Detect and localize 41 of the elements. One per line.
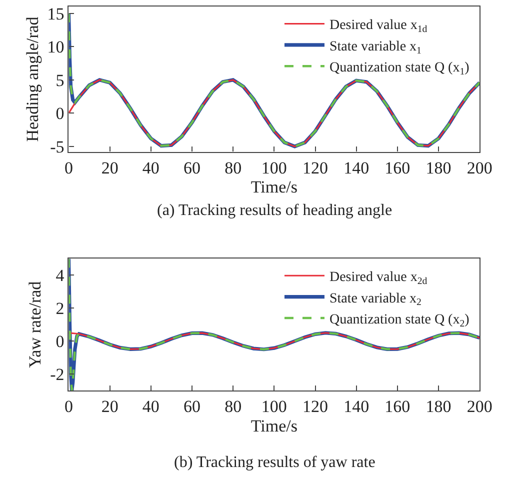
x-axis-title: Time/s: [250, 416, 298, 436]
y-tick-label: 15: [47, 4, 64, 24]
x-tick-label: 160: [384, 397, 410, 416]
y-tick-label: 10: [47, 38, 64, 57]
legend-label: State variable x$_{1}$: [329, 39, 422, 56]
x-tick-label: 20: [101, 158, 118, 178]
x-tick-label: 40: [142, 397, 160, 416]
y-tick-label: 2: [56, 299, 64, 318]
legend-label: Quantization state Q (x$_{2}$): [329, 312, 470, 330]
x-tick-label: 160: [384, 158, 410, 178]
y-tick-label: 5: [56, 70, 64, 90]
y-tick-label: 0: [56, 332, 64, 352]
x-tick-label: 80: [224, 397, 242, 416]
legend-label: Desired value x$_{1d}$: [329, 18, 428, 36]
x-tick-label: 140: [344, 158, 370, 178]
x-tick-label: 60: [183, 397, 200, 416]
y-tick-label: -5: [50, 137, 64, 156]
legend-label: Desired value x$_{2d}$: [329, 270, 428, 288]
legend-label: State variable x$_{2}$: [329, 291, 422, 308]
x-tick-label: 40: [142, 158, 160, 178]
x-axis-title: Time/s: [250, 178, 298, 197]
x-tick-label: 100: [261, 397, 287, 416]
x-tick-label: 200: [466, 158, 492, 178]
x-tick-label: 120: [302, 397, 328, 416]
x-tick-label: 120: [302, 158, 328, 178]
legend-label: Quantization state Q (x$_{1}$): [329, 60, 470, 78]
x-tick-label: 200: [466, 397, 492, 416]
y-tick-label: 0: [56, 104, 64, 124]
y-tick-label: -2: [50, 365, 64, 384]
x-tick-label: 180: [426, 158, 452, 178]
x-tick-label: 20: [101, 397, 118, 416]
x-tick-label: 100: [261, 158, 287, 178]
x-tick-label: 60: [183, 158, 200, 178]
x-tick-label: 180: [426, 397, 452, 416]
y-axis-title: Heading angle/rad: [22, 16, 42, 142]
x-tick-label: 140: [344, 397, 370, 416]
y-tick-label: 4: [56, 266, 65, 286]
text: (b) Tracking results of yaw rate: [174, 454, 376, 471]
y-axis-title: Yaw rate/rad: [26, 280, 45, 368]
text: (a) Tracking results of heading angle: [157, 202, 392, 219]
x-tick-label: 80: [224, 158, 242, 178]
